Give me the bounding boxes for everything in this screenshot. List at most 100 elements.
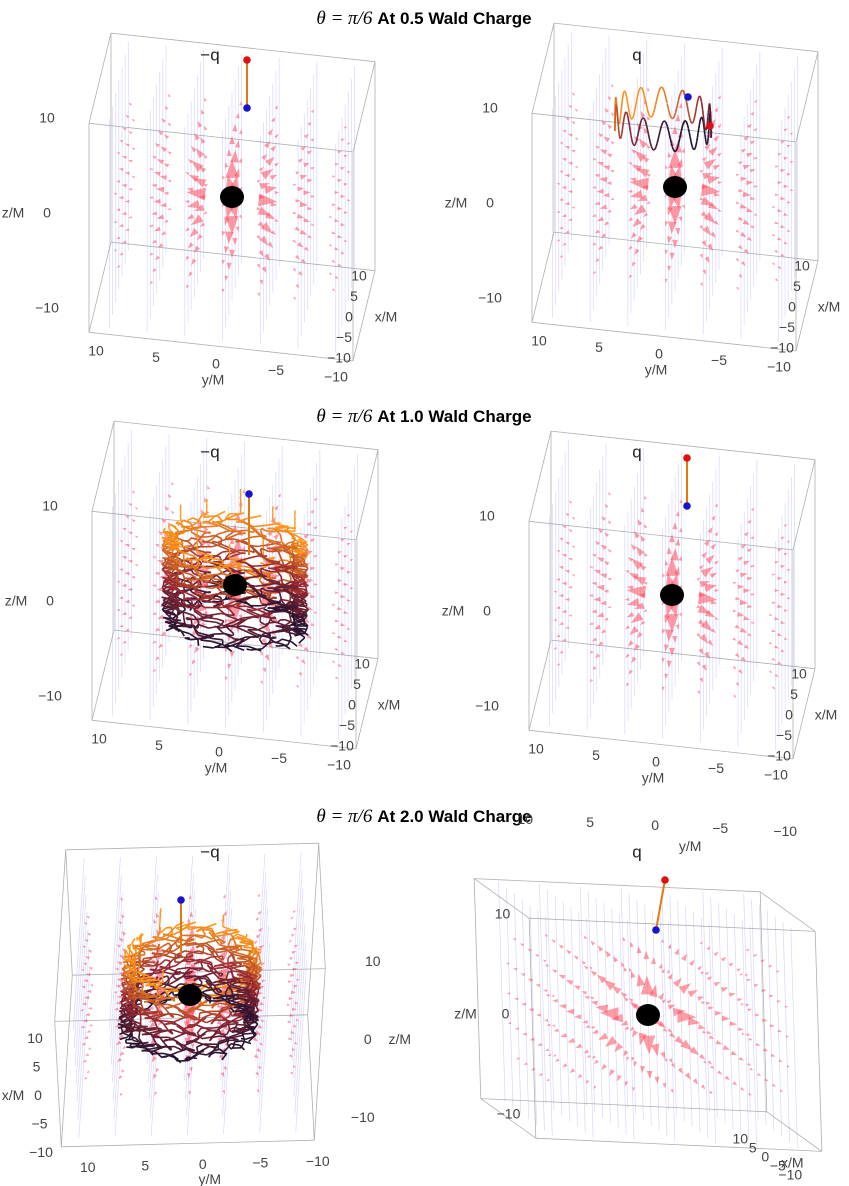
z-axis-label: z/M [5,593,28,609]
field-arrow [787,541,790,543]
field-arrow [778,266,782,269]
field-arrow [227,149,232,156]
field-arrow [149,169,153,171]
trajectory [696,104,697,108]
field-arrow [696,633,700,638]
field-arrow [187,918,190,923]
trajectory [204,572,211,573]
box-edge [308,843,319,1015]
field-arrow [287,1020,291,1023]
trajectory [236,541,241,542]
z-tick-label: −10 [475,698,499,714]
field-arrow [347,143,350,145]
field-arrow [120,653,124,656]
trajectory [160,960,165,965]
field-arrow [775,165,779,167]
field-arrow [738,1027,744,1031]
y-tick-label: −5 [268,362,284,378]
trajectory [699,125,700,129]
field-arrow [189,644,193,649]
field-arrow [769,995,774,998]
box-edge [481,1099,767,1112]
trajectory [268,568,269,569]
field-arrow [681,954,687,961]
trajectory [696,142,697,145]
trajectory [198,624,201,625]
trajectory [669,131,670,135]
field-arrow [152,584,156,587]
trajectory [623,93,624,95]
field-arrow [571,206,575,208]
field-arrow [754,213,758,215]
trajectory [212,521,215,522]
trajectory [700,119,701,122]
trajectory [212,574,223,575]
trajectory [137,981,141,982]
trajectory [669,112,670,115]
field-arrow [344,183,348,186]
field-arrow [295,255,300,260]
trajectory [272,637,276,638]
field-arrow [598,246,603,251]
field-arrow [787,201,791,204]
field-arrow [155,544,159,547]
trajectory [631,136,632,140]
trajectory [670,115,671,117]
field-arrow [784,553,788,556]
field-arrow [741,149,746,153]
trajectory [638,130,639,134]
trajectory [289,613,291,621]
trajectory [161,928,166,933]
field-arrow [568,614,572,616]
field-arrow [772,629,776,632]
field-arrow [257,894,260,897]
field-arrow [344,639,348,642]
trajectory [637,134,638,138]
trajectory [135,951,136,958]
trajectory [625,112,626,113]
field-arrow [290,1031,295,1034]
trajectory [625,113,626,115]
field-arrow [125,600,130,603]
trajectory [704,119,705,123]
field-arrow [189,673,192,677]
x-axis-label: x/M [378,697,401,713]
field-arrow [149,196,153,199]
x-axis-label: x/M [815,707,838,723]
field-arrow [311,223,315,225]
field-arrow [344,155,348,158]
trajectory [677,105,678,109]
black-hole [220,186,244,208]
field-arrow [88,1047,91,1050]
field-arrow [87,990,91,993]
box-edge [353,62,375,152]
field-arrow [537,1043,542,1046]
field-arrow [335,563,339,565]
field-arrow [747,237,752,241]
trajectory [636,138,637,141]
field-arrow [714,220,719,225]
box-edge [529,918,815,931]
field-arrow [131,604,135,606]
field-arrow [769,642,772,644]
field-arrow [753,954,757,957]
panel-title: q [632,45,641,64]
z-tick-label: 0 [486,195,494,211]
trajectory [671,143,672,146]
field-arrow [664,644,669,651]
field-arrow [644,524,647,529]
field-arrow [769,614,772,616]
field-arrow [744,532,749,537]
trajectory [163,542,170,543]
field-arrow [168,494,172,498]
trajectory [277,582,280,583]
trajectory [690,136,691,140]
field-arrow [674,949,679,956]
field-arrow [204,154,208,159]
field-arrow [121,1069,125,1073]
field-arrow [117,637,120,639]
field-arrow [236,113,240,119]
field-arrow [778,549,782,552]
trajectory [191,627,192,628]
trajectory [700,97,701,99]
